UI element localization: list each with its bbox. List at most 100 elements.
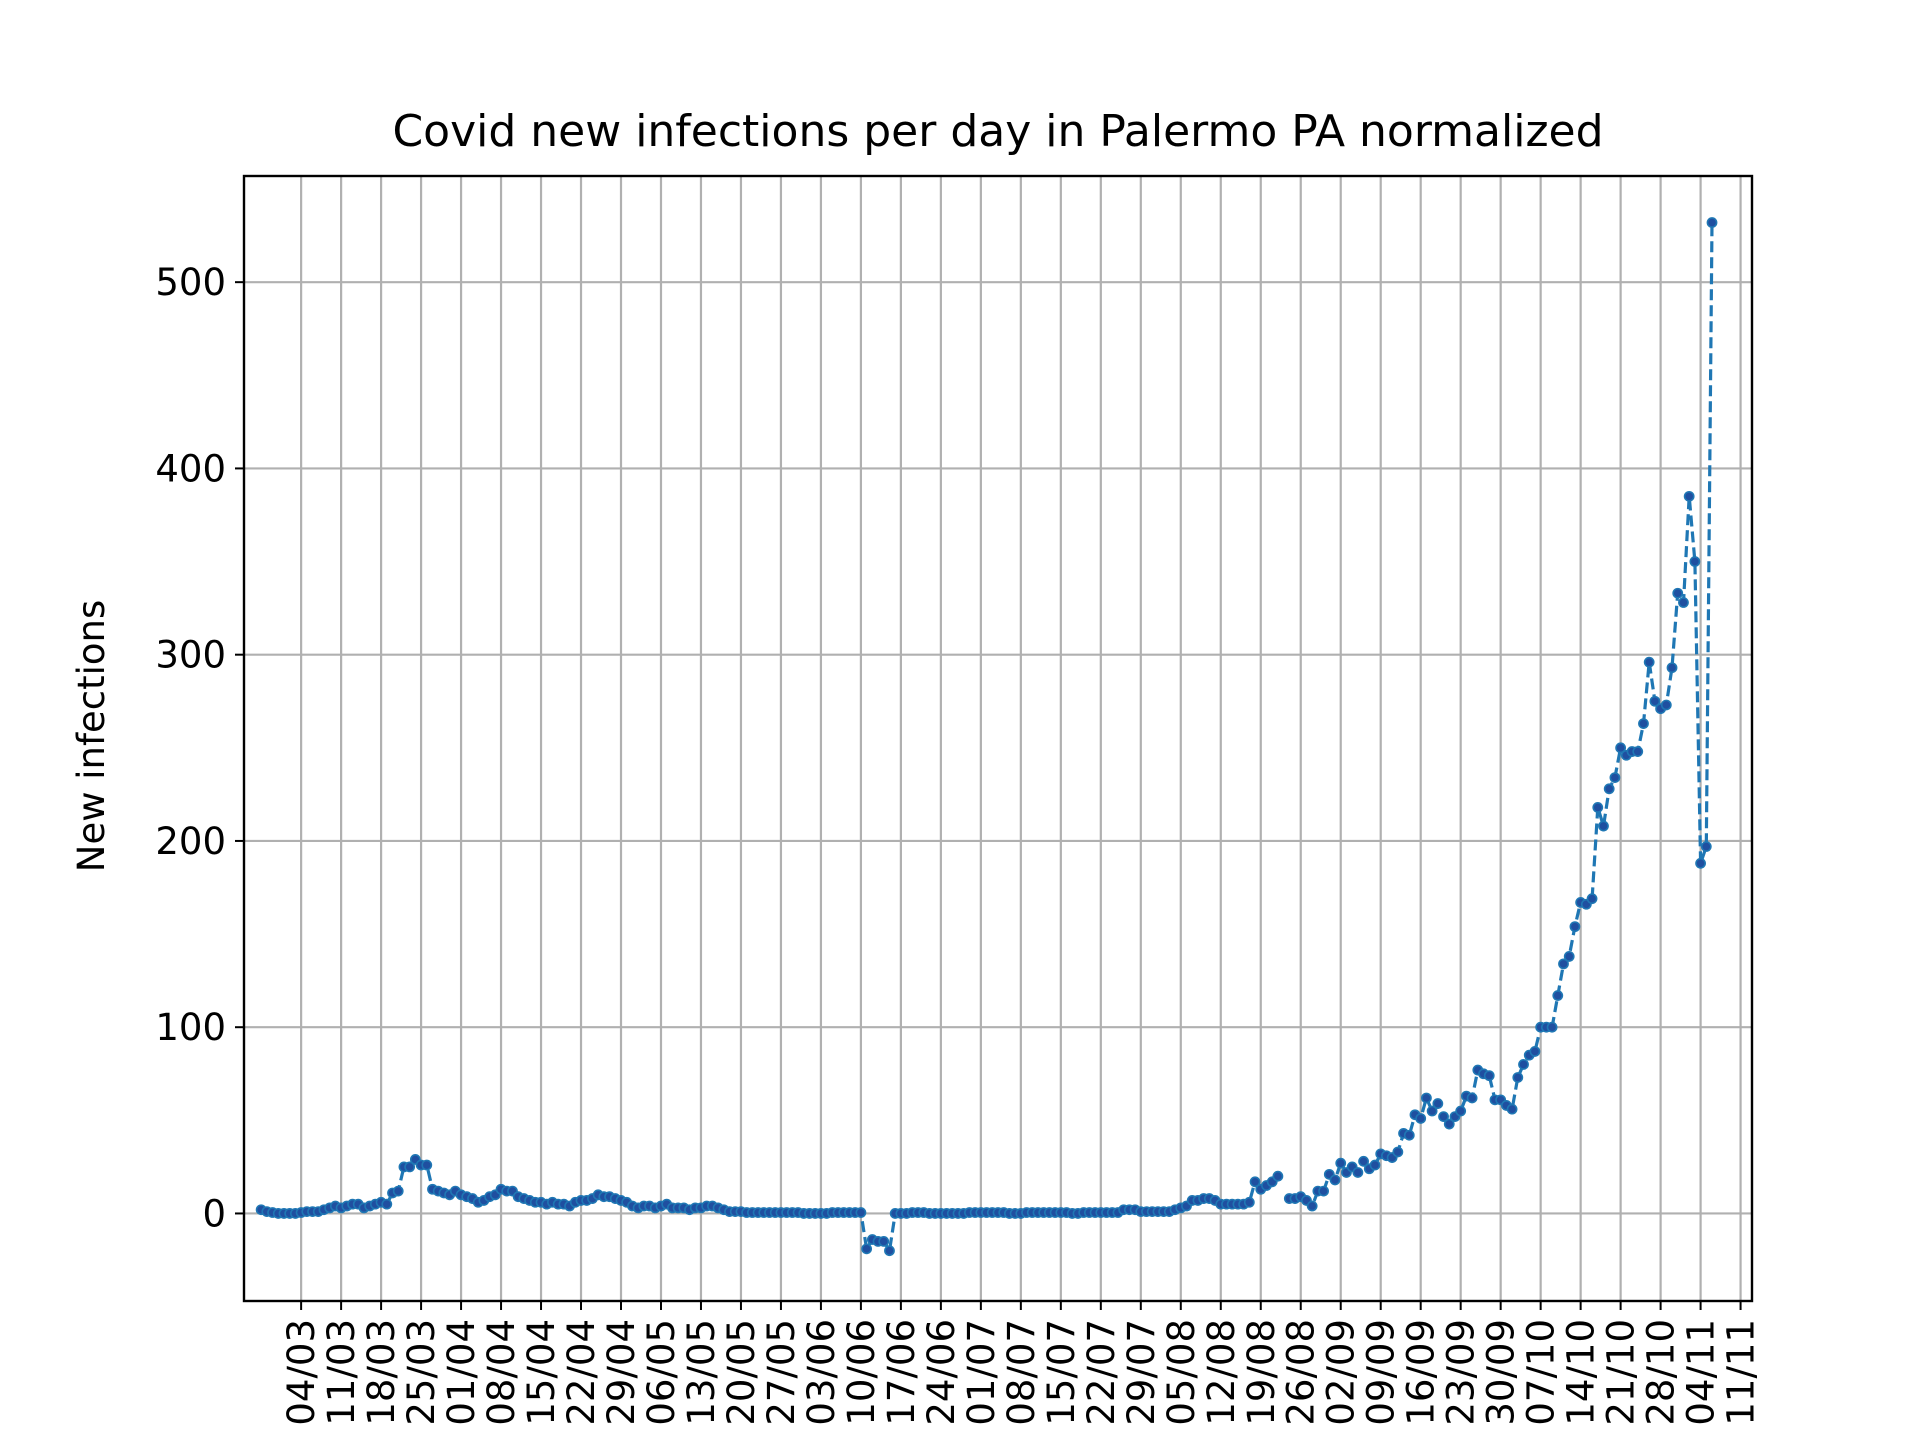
data-point: [1455, 1105, 1467, 1117]
x-grid: [300, 176, 1742, 1301]
x-tick-label: 08/07: [1000, 1319, 1043, 1426]
y-tick-label: 500: [155, 261, 226, 304]
x-tick-label: 15/07: [1040, 1319, 1083, 1426]
plot-frame: [242, 174, 1754, 1303]
data-point: [1318, 1185, 1329, 1197]
x-tick-label: 15/04: [520, 1319, 563, 1426]
x-tick-label: 11/03: [320, 1319, 363, 1426]
data-point: [1483, 1070, 1495, 1082]
x-tick-label: 20/05: [720, 1319, 763, 1426]
x-tick-label: 11/11: [1720, 1319, 1763, 1426]
x-tick-label: 09/09: [1360, 1319, 1403, 1426]
data-point: [1592, 802, 1604, 813]
data-point: [1249, 1176, 1261, 1188]
data-point: [884, 1245, 895, 1257]
x-tick-label: 01/04: [440, 1319, 483, 1426]
x-tick-label: 24/06: [920, 1319, 963, 1426]
data-point: [1546, 1021, 1558, 1033]
x-tick-label: 14/10: [1560, 1319, 1603, 1426]
data-point: [1563, 951, 1575, 962]
x-tick-label: 02/09: [1320, 1319, 1363, 1426]
x-tick-label: 16/09: [1400, 1319, 1443, 1426]
data-point: [381, 1198, 393, 1210]
y-tick-label: 0: [202, 1192, 226, 1235]
x-tick-label: 17/06: [880, 1319, 923, 1426]
data-point: [1392, 1146, 1404, 1158]
data-point: [1683, 490, 1695, 502]
x-tick-label: 01/07: [960, 1319, 1003, 1426]
data-point: [1609, 772, 1621, 784]
data-point: [1638, 718, 1649, 729]
x-tick-label: 25/03: [400, 1319, 443, 1426]
x-tick-label: 29/07: [1120, 1319, 1163, 1426]
x-tick-label: 04/11: [1680, 1319, 1723, 1426]
chart-title: Covid new infections per day in Palermo …: [392, 106, 1603, 157]
x-tick-label: 21/10: [1600, 1319, 1643, 1426]
data-point: [421, 1159, 433, 1171]
data-point: [861, 1243, 873, 1255]
data-point: [1369, 1159, 1381, 1171]
data-point: [1272, 1170, 1284, 1182]
x-tick-label: 05/08: [1160, 1319, 1203, 1426]
data-point: [1552, 990, 1564, 1001]
data-point: [1512, 1072, 1524, 1083]
x-tick-label: 22/04: [560, 1319, 603, 1426]
data-point: [1352, 1167, 1364, 1178]
x-tick-label: 10/06: [840, 1319, 883, 1426]
data-point: [1506, 1103, 1518, 1115]
x-tick-label: 19/08: [1240, 1319, 1283, 1426]
data-point: [1558, 958, 1569, 970]
data-point: [1569, 921, 1581, 933]
x-tick-label: 23/09: [1440, 1319, 1483, 1426]
data-point: [1666, 662, 1678, 674]
data-point: [1466, 1092, 1478, 1104]
x-tick-label: 08/04: [480, 1319, 523, 1426]
data-point: [392, 1185, 404, 1197]
data-point: [1603, 783, 1615, 795]
data-point: [1700, 841, 1712, 852]
data-point: [1421, 1092, 1432, 1104]
x-tick-label: 13/05: [680, 1319, 723, 1426]
data-point: [1632, 746, 1644, 757]
data-point: [1329, 1174, 1341, 1186]
data-point: [1706, 217, 1718, 228]
x-tick-label: 22/07: [1080, 1319, 1123, 1426]
y-axis-label: New infections: [70, 600, 113, 872]
x-tick-label: 29/04: [600, 1319, 643, 1426]
x-tick-label: 27/05: [760, 1319, 803, 1426]
data-point: [1243, 1196, 1255, 1208]
data-point: [1415, 1113, 1427, 1124]
data-point: [1649, 695, 1661, 707]
data-point: [855, 1207, 867, 1218]
x-tick-label: 06/05: [640, 1319, 683, 1426]
data-point: [1678, 597, 1689, 608]
data-point: [1438, 1111, 1449, 1123]
data-point: [1403, 1129, 1415, 1141]
y-tick-label: 400: [155, 447, 226, 490]
data-point: [878, 1235, 890, 1247]
x-tick-label: 04/03: [280, 1319, 323, 1426]
y-tick-label: 100: [155, 1006, 226, 1049]
data-point: [1689, 556, 1701, 567]
data-point: [1598, 820, 1609, 832]
x-tick-label: 12/08: [1200, 1319, 1243, 1426]
data-point: [1335, 1157, 1347, 1169]
x-tick-label: 07/10: [1520, 1319, 1563, 1426]
data-point: [1615, 742, 1627, 754]
data-point: [1306, 1200, 1318, 1212]
y-grid: [244, 281, 1752, 1215]
data-point: [1432, 1098, 1444, 1109]
data-point: [1660, 699, 1672, 711]
data-point: [1643, 656, 1655, 668]
data-point: [1672, 587, 1684, 599]
y-tick-label: 200: [155, 820, 226, 863]
data-point: [404, 1161, 416, 1173]
data-point: [1518, 1059, 1529, 1070]
x-tick-label: 26/08: [1280, 1319, 1323, 1426]
data-point: [1586, 893, 1598, 905]
data-point: [1529, 1046, 1541, 1057]
data-point: [1695, 857, 1706, 869]
x-axis-ticks: 04/0311/0318/0325/0301/0408/0415/0422/04…: [280, 1301, 1763, 1426]
x-tick-label: 18/03: [360, 1319, 403, 1426]
